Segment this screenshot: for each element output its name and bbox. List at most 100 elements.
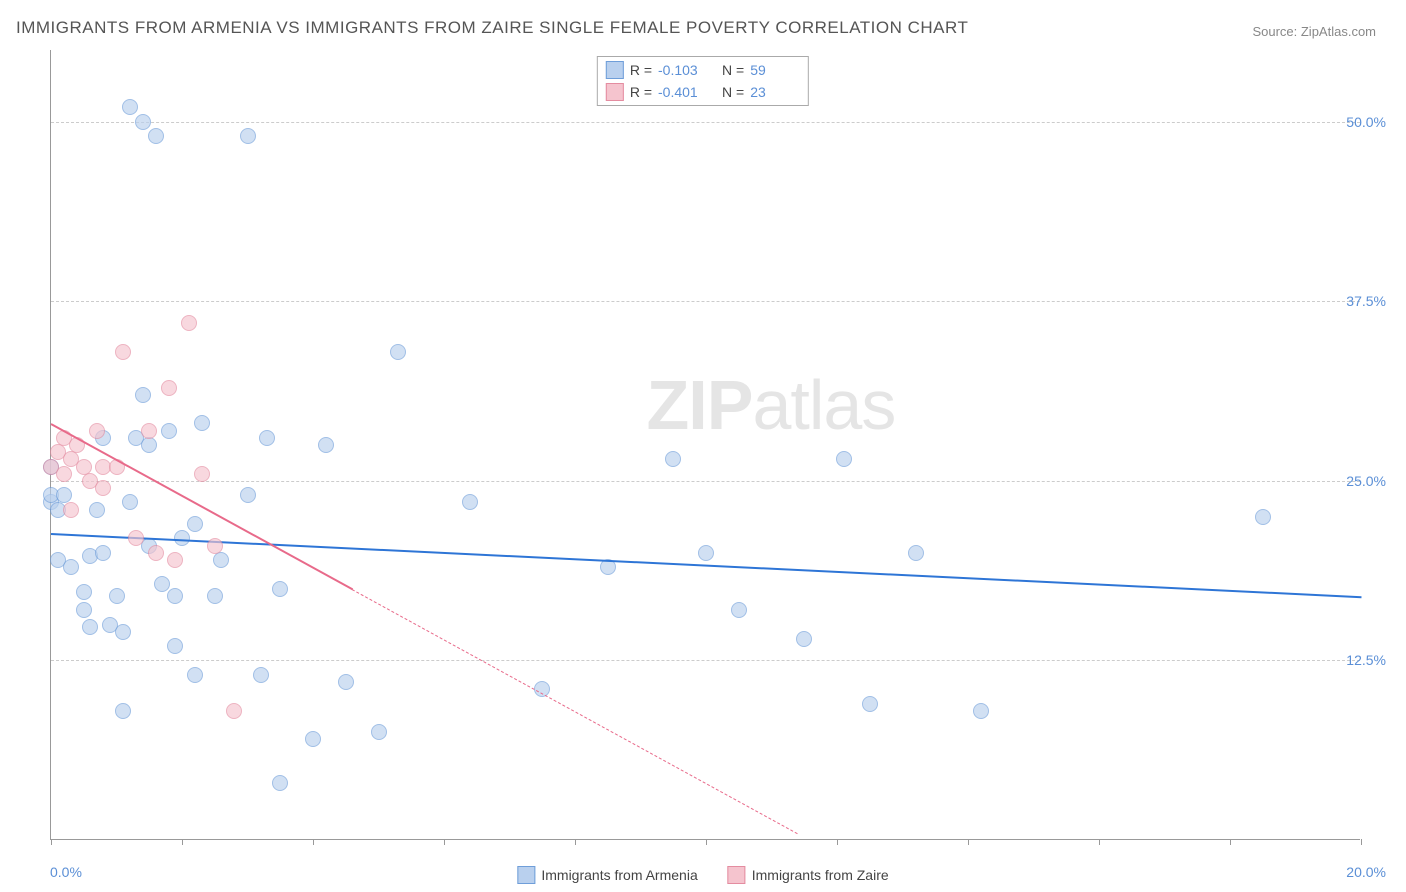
data-point: [305, 731, 321, 747]
x-tick: [1099, 839, 1100, 845]
data-point: [665, 451, 681, 467]
data-point: [161, 380, 177, 396]
data-point: [128, 530, 144, 546]
gridline: [51, 301, 1360, 302]
data-point: [148, 545, 164, 561]
data-point: [194, 466, 210, 482]
data-point: [161, 423, 177, 439]
data-point: [338, 674, 354, 690]
watermark: ZIPatlas: [647, 365, 896, 445]
data-point: [207, 588, 223, 604]
data-point: [462, 494, 478, 510]
data-point: [135, 387, 151, 403]
data-point: [63, 502, 79, 518]
data-point: [122, 99, 138, 115]
data-point: [908, 545, 924, 561]
data-point: [89, 423, 105, 439]
data-point: [115, 703, 131, 719]
trend-line-dashed: [352, 589, 798, 834]
plot-area: ZIPatlas: [50, 50, 1360, 840]
x-axis-min-label: 0.0%: [50, 864, 82, 880]
data-point: [63, 559, 79, 575]
data-point: [109, 588, 125, 604]
data-point: [272, 775, 288, 791]
watermark-bold: ZIP: [647, 366, 753, 444]
data-point: [207, 538, 223, 554]
data-point: [973, 703, 989, 719]
legend-n-label: N =: [722, 84, 744, 100]
data-point: [318, 437, 334, 453]
x-tick: [182, 839, 183, 845]
legend-series-label: Immigrants from Zaire: [752, 867, 889, 883]
legend-stat-row: R = -0.401 N = 23: [606, 81, 800, 103]
data-point: [141, 423, 157, 439]
legend-swatch: [728, 866, 746, 884]
data-point: [76, 602, 92, 618]
data-point: [187, 516, 203, 532]
gridline: [51, 481, 1360, 482]
legend-series-label: Immigrants from Armenia: [541, 867, 697, 883]
legend-swatch: [606, 61, 624, 79]
legend-n-value: 59: [750, 62, 800, 78]
source-attribution: Source: ZipAtlas.com: [1252, 24, 1376, 39]
y-tick-label: 50.0%: [1346, 114, 1386, 130]
x-tick: [51, 839, 52, 845]
gridline: [51, 122, 1360, 123]
legend-r-value: -0.401: [658, 84, 708, 100]
data-point: [148, 128, 164, 144]
data-point: [181, 315, 197, 331]
data-point: [194, 415, 210, 431]
legend-series-item: Immigrants from Armenia: [517, 866, 697, 884]
data-point: [115, 624, 131, 640]
x-tick: [968, 839, 969, 845]
legend-series-item: Immigrants from Zaire: [728, 866, 889, 884]
chart-title: IMMIGRANTS FROM ARMENIA VS IMMIGRANTS FR…: [16, 18, 968, 38]
data-point: [56, 466, 72, 482]
y-tick-label: 25.0%: [1346, 473, 1386, 489]
legend-r-label: R =: [630, 84, 652, 100]
legend-stats-box: R = -0.103 N = 59 R = -0.401 N = 23: [597, 56, 809, 106]
x-tick: [837, 839, 838, 845]
data-point: [167, 638, 183, 654]
data-point: [226, 703, 242, 719]
legend-n-value: 23: [750, 84, 800, 100]
data-point: [259, 430, 275, 446]
x-tick: [313, 839, 314, 845]
data-point: [1255, 509, 1271, 525]
data-point: [141, 437, 157, 453]
legend-swatch: [606, 83, 624, 101]
watermark-rest: atlas: [752, 366, 895, 444]
data-point: [240, 128, 256, 144]
legend-swatch: [517, 866, 535, 884]
x-tick: [1230, 839, 1231, 845]
data-point: [253, 667, 269, 683]
trend-line: [51, 533, 1361, 598]
data-point: [154, 576, 170, 592]
data-point: [731, 602, 747, 618]
x-tick: [1361, 839, 1362, 845]
data-point: [167, 588, 183, 604]
legend-stat-row: R =-0.103N =59: [606, 59, 800, 81]
data-point: [240, 487, 256, 503]
legend-r-value: -0.103: [658, 62, 708, 78]
legend-r-label: R =: [630, 62, 652, 78]
data-point: [836, 451, 852, 467]
x-tick: [706, 839, 707, 845]
data-point: [390, 344, 406, 360]
x-axis-max-label: 20.0%: [1346, 864, 1386, 880]
data-point: [122, 494, 138, 510]
x-tick: [575, 839, 576, 845]
data-point: [187, 667, 203, 683]
gridline: [51, 660, 1360, 661]
data-point: [698, 545, 714, 561]
data-point: [167, 552, 183, 568]
data-point: [135, 114, 151, 130]
data-point: [272, 581, 288, 597]
data-point: [95, 480, 111, 496]
data-point: [862, 696, 878, 712]
data-point: [95, 545, 111, 561]
legend-series: Immigrants from Armenia Immigrants from Z…: [517, 866, 888, 884]
data-point: [796, 631, 812, 647]
x-tick: [444, 839, 445, 845]
data-point: [76, 584, 92, 600]
